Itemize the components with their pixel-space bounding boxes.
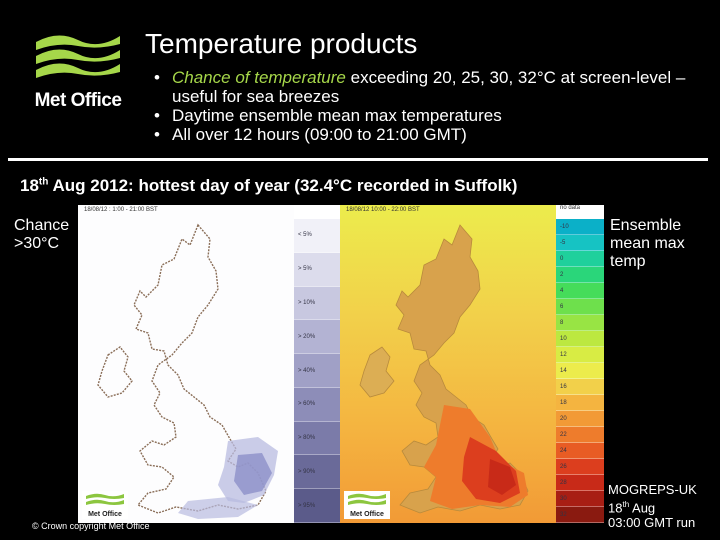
run-label-day: 18 (608, 500, 623, 516)
mini-logo-text: Met Office (88, 511, 122, 518)
legend-cell: > 20% (294, 320, 342, 355)
run-label-sup: th (622, 500, 630, 509)
legend-cell: 24 (556, 443, 604, 459)
probability-map: 18/08/12 : 1:00 - 21:00 BST < 5% > 5% > … (78, 205, 342, 523)
bullet-text: All over 12 hours (09:00 to 21:00 GMT) (172, 125, 467, 144)
legend-cell: < 5% (294, 219, 342, 253)
legend-cell: > 60% (294, 387, 342, 422)
legend-cell: 4 (556, 283, 604, 299)
legend-cell: 6 (556, 299, 604, 315)
legend-cell: 26 (556, 459, 604, 475)
legend-cell: 28 (556, 475, 604, 491)
legend-cell: 14 (556, 363, 604, 379)
legend-cell: -10 (556, 219, 604, 235)
left-label-line: Chance (14, 217, 70, 234)
mini-logo-waves-icon (348, 493, 386, 505)
bullet-list: Chance of temperature exceeding 20, 25, … (150, 68, 710, 144)
model-run-label: MOGREPS-UK 18th Aug 03:00 GMT run (608, 482, 697, 530)
logo-waves-icon (36, 35, 120, 78)
temperature-legend: no data -10 -5 0 2 4 6 8 10 12 14 16 18 … (556, 205, 604, 523)
mini-met-office-logo: Met Office (344, 491, 390, 519)
legend-cell: > 95% (294, 489, 342, 523)
mini-logo-text: Met Office (350, 511, 384, 518)
legend-cell: 12 (556, 347, 604, 363)
left-map-label: Chance >30°C (14, 217, 69, 253)
legend-cell: 20 (556, 411, 604, 427)
map-header: 18/08/12 10:00 - 22:00 BST (346, 207, 420, 213)
logo-text: Met Office (34, 90, 122, 111)
bullet-accent: Chance of temperature (172, 68, 346, 87)
subtitle-sup: th (38, 176, 49, 188)
legend-cell: > 90% (294, 455, 342, 490)
page-title: Temperature products (145, 28, 418, 59)
bullet-item: Daytime ensemble mean max temperatures (150, 106, 710, 125)
legend-cell: -5 (556, 235, 604, 251)
right-map-label: Ensemble mean max temp (610, 217, 715, 271)
legend-cell: > 40% (294, 354, 342, 388)
legend-header: no data (556, 205, 604, 219)
subtitle-day: 18 (20, 176, 39, 195)
met-office-logo: Met Office (32, 28, 124, 118)
legend-cell: 2 (556, 267, 604, 283)
probability-legend: < 5% > 5% > 10% > 20% > 40% > 60% > 80% … (294, 205, 342, 523)
legend-cell: > 80% (294, 421, 342, 456)
bullet-text: exceeding 20, 25, 30, 32°C at screen-lev… (172, 68, 686, 106)
temperature-field-icon (340, 205, 556, 523)
bullet-item: All over 12 hours (09:00 to 21:00 GMT) (150, 125, 710, 144)
bullet-text: Daytime ensemble mean max temperatures (172, 106, 502, 125)
right-label-line: mean max (610, 235, 685, 252)
legend-cell: 18 (556, 395, 604, 411)
section-subtitle: 18th Aug 2012: hottest day of year (32.4… (20, 176, 517, 196)
uk-outline-icon (97, 223, 278, 519)
temperature-map: 18/08/12 10:00 - 22:00 BST no data -10 -… (340, 205, 604, 523)
run-label-date: 18th Aug (608, 497, 697, 515)
map-header: 18/08/12 : 1:00 - 21:00 BST (84, 207, 158, 213)
right-label-line: temp (610, 253, 646, 270)
copyright-notice: © Crown copyright Met Office (32, 521, 150, 531)
legend-cell: > 5% (294, 252, 342, 287)
run-label-time: 03:00 GMT run (608, 515, 696, 531)
run-label-month: Aug (629, 500, 656, 516)
legend-cell: > 10% (294, 286, 342, 321)
right-label-line: Ensemble (610, 217, 682, 234)
mini-logo-waves-icon (86, 493, 124, 505)
legend-header (294, 205, 342, 219)
legend-cell: 16 (556, 379, 604, 395)
legend-cell: 32 (556, 507, 604, 523)
legend-cell: 8 (556, 315, 604, 331)
legend-cell: 10 (556, 331, 604, 347)
run-label-model: MOGREPS-UK (608, 482, 697, 497)
bullet-item: Chance of temperature exceeding 20, 25, … (150, 68, 710, 106)
divider (8, 158, 708, 161)
legend-cell: 22 (556, 427, 604, 443)
mini-met-office-logo: Met Office (82, 491, 128, 519)
legend-cell: 30 (556, 491, 604, 507)
legend-cell: 0 (556, 251, 604, 267)
left-label-line: >30°C (14, 235, 60, 252)
subtitle-text: Aug 2012: hottest day of year (32.4°C re… (48, 176, 518, 195)
